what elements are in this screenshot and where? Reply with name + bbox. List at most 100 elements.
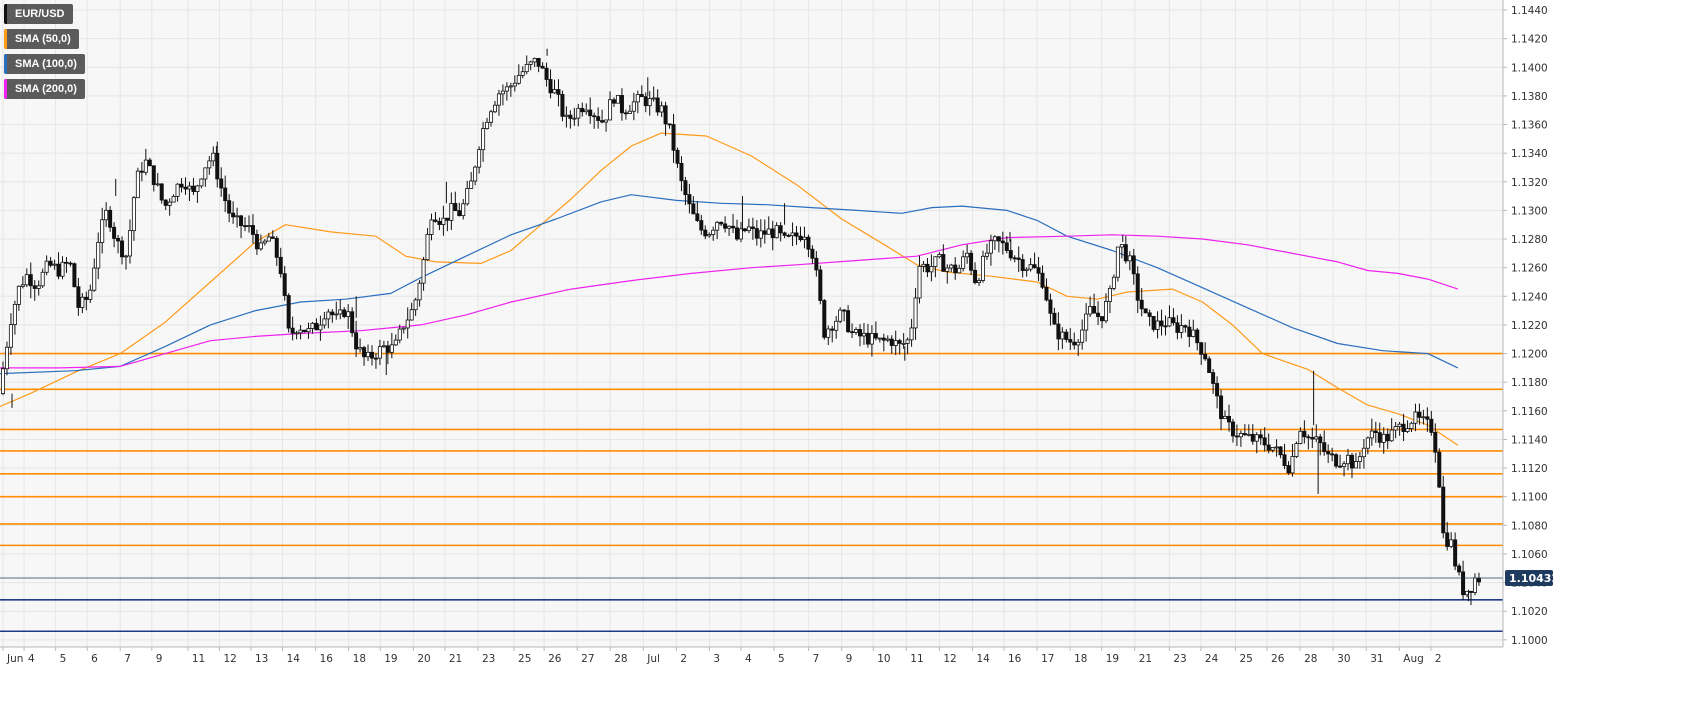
candle-body <box>116 237 121 242</box>
candle <box>1314 424 1319 443</box>
candle <box>671 113 676 163</box>
candle <box>707 232 712 238</box>
candle-body <box>782 232 787 236</box>
candle-body <box>1429 418 1434 433</box>
candle-body <box>552 89 557 94</box>
candle-body <box>254 234 259 250</box>
candle-body <box>580 107 585 113</box>
candle <box>675 147 680 168</box>
candle-body <box>592 115 597 118</box>
candle-body <box>16 285 21 305</box>
y-axis: 1.10001.10201.10401.10601.10801.11001.11… <box>1503 5 1548 647</box>
candle <box>1278 446 1283 459</box>
candle <box>127 219 132 264</box>
x-tick-label: 2 <box>1435 653 1442 665</box>
candle <box>921 261 926 273</box>
candle-body <box>988 240 993 254</box>
candle-body <box>441 217 446 225</box>
candle-body <box>846 310 851 333</box>
x-tick-label: 4 <box>28 653 35 665</box>
candle-body <box>667 123 672 126</box>
candle <box>1445 522 1450 551</box>
candle <box>1016 246 1021 272</box>
candle-body <box>826 328 831 338</box>
candle <box>393 334 398 346</box>
candle <box>608 91 613 121</box>
candle <box>131 196 136 241</box>
candle <box>1346 448 1351 471</box>
candle <box>1096 301 1101 326</box>
candle-body <box>627 110 632 114</box>
candle-body <box>1306 436 1311 439</box>
candle <box>195 184 200 203</box>
candle <box>350 307 355 337</box>
x-tick-label: 19 <box>384 653 397 665</box>
candle-body <box>179 183 184 188</box>
candle-body <box>596 116 601 121</box>
candle <box>401 327 406 334</box>
y-tick-label: 1.1300 <box>1511 205 1548 217</box>
legend-item-sma100[interactable]: SMA (100,0) <box>4 54 85 74</box>
candle-body <box>750 226 755 229</box>
candle <box>1230 418 1235 443</box>
candle-body <box>1179 325 1184 333</box>
candle-body <box>151 165 156 185</box>
legend-item-sma50[interactable]: SMA (50,0) <box>4 29 79 49</box>
candle-body <box>1199 342 1204 355</box>
candle-body <box>532 57 537 63</box>
candle-body <box>719 221 724 225</box>
candle <box>139 162 144 182</box>
candle <box>330 309 335 323</box>
legend-item-sma200[interactable]: SMA (200,0) <box>4 79 85 99</box>
candle-body <box>1226 415 1231 423</box>
candle-body <box>1425 416 1430 420</box>
x-tick-label: 5 <box>60 653 67 665</box>
candle <box>1155 311 1160 339</box>
candle-body <box>1211 372 1216 384</box>
candle <box>635 90 640 114</box>
candle <box>175 183 180 202</box>
candle-body <box>786 234 791 237</box>
candle-body <box>481 128 486 151</box>
candle-body <box>1393 426 1398 431</box>
candle <box>219 167 224 197</box>
candle-body <box>1175 322 1180 333</box>
candle-body <box>834 320 839 331</box>
candle <box>520 66 525 79</box>
candle <box>869 325 874 357</box>
candle <box>362 345 367 366</box>
candle-body <box>1417 411 1422 418</box>
candle <box>4 341 9 376</box>
candle <box>762 219 767 244</box>
candle-body <box>1310 437 1315 440</box>
candle <box>794 226 799 245</box>
candle-body <box>1123 244 1128 262</box>
candle <box>449 192 454 231</box>
candle <box>76 277 81 316</box>
candle-body <box>294 332 299 335</box>
candle <box>290 316 295 341</box>
candle-body <box>163 199 168 206</box>
candle <box>171 194 176 203</box>
candle <box>421 256 426 291</box>
legend-item-eurusd[interactable]: EUR/USD <box>4 4 73 24</box>
candle <box>227 194 232 223</box>
candle <box>786 233 791 238</box>
candle <box>1163 315 1168 336</box>
candle-body <box>1453 539 1458 567</box>
candle <box>215 141 220 188</box>
candle <box>1092 293 1097 314</box>
candle <box>731 214 736 234</box>
candle <box>16 285 21 311</box>
candle <box>1004 236 1009 254</box>
candle-body <box>1044 286 1049 301</box>
candle <box>1381 427 1386 454</box>
candle-body <box>913 297 918 329</box>
candle-body <box>746 226 751 232</box>
candle-body <box>330 311 335 316</box>
candle-body <box>770 228 775 239</box>
candle <box>770 220 775 251</box>
candle <box>687 183 692 214</box>
candle-body <box>1115 246 1120 278</box>
